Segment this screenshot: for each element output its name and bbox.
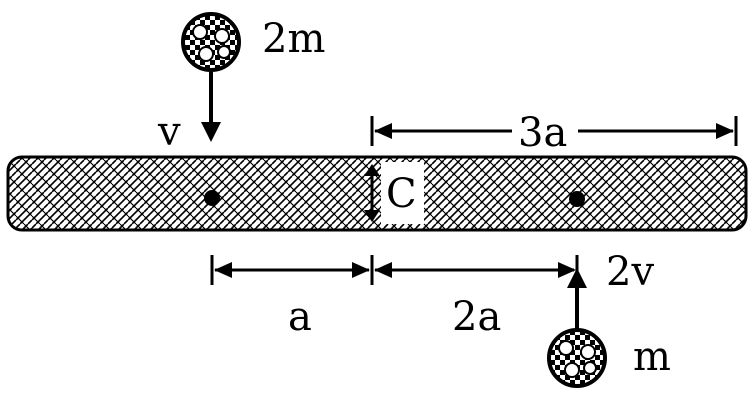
impact-point-left — [204, 190, 220, 206]
velocity-arrow-down — [201, 72, 221, 142]
velocity-bottom-label: 2v — [606, 249, 654, 295]
center-thickness-arrow — [364, 164, 380, 222]
checkered-ball-icon — [547, 328, 607, 388]
velocity-arrow-up — [567, 268, 587, 330]
center-label-box — [381, 162, 424, 224]
dimension-3a-label: 3a — [518, 110, 567, 156]
dimension-2a — [374, 255, 579, 285]
rod — [6, 155, 748, 232]
dimension-2a-label: 2a — [452, 294, 501, 340]
impact-point-right — [569, 191, 585, 207]
dimension-a — [210, 255, 374, 285]
mass-bottom-label: m — [633, 334, 671, 380]
velocity-top-label: v — [157, 109, 181, 155]
mass-top-label: 2m — [262, 16, 325, 62]
dimension-a-label: a — [288, 294, 312, 340]
dimension-3a — [370, 116, 738, 146]
checkered-ball-icon — [181, 12, 241, 72]
center-label: C — [386, 171, 417, 217]
